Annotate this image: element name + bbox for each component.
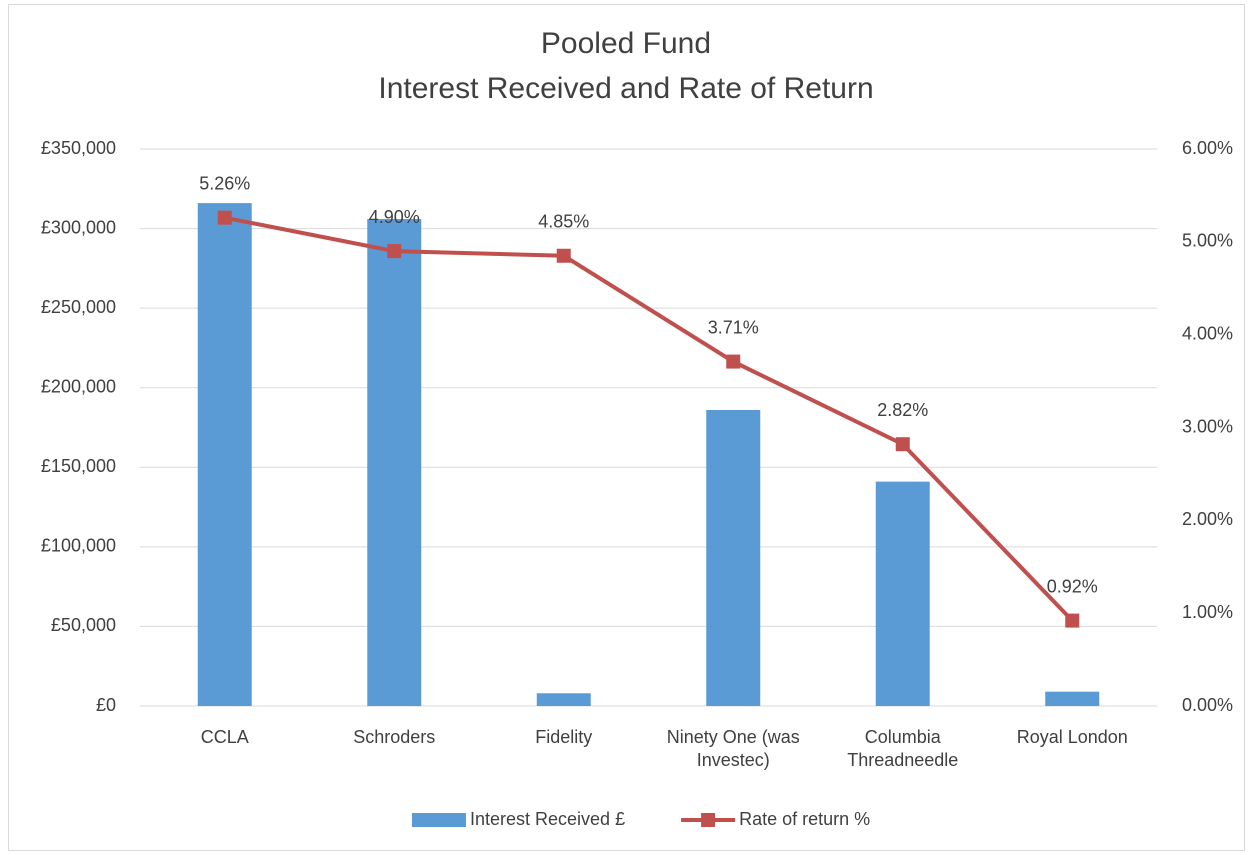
legend-label: Interest Received £ bbox=[470, 809, 625, 829]
y2-tick-label: 6.00% bbox=[1182, 138, 1233, 158]
data-label: 5.26% bbox=[199, 173, 250, 193]
y-tick-label: £350,000 bbox=[41, 138, 116, 158]
data-label: 0.92% bbox=[1047, 576, 1098, 596]
line-marker bbox=[217, 210, 232, 225]
bar bbox=[1045, 691, 1100, 706]
data-label: 2.82% bbox=[877, 400, 928, 420]
x-tick-label: Royal London bbox=[1016, 727, 1128, 747]
y2-tick-label: 4.00% bbox=[1182, 323, 1233, 343]
line-marker bbox=[726, 354, 741, 369]
line-marker bbox=[556, 248, 571, 263]
x-tick-label: Ninety One (was Investec) bbox=[666, 727, 800, 770]
y2-tick-label: 3.00% bbox=[1182, 416, 1233, 436]
data-label: 4.90% bbox=[369, 207, 420, 227]
line-marker bbox=[1065, 613, 1080, 628]
data-label: 3.71% bbox=[708, 317, 759, 337]
data-label: 4.85% bbox=[538, 212, 589, 232]
bar bbox=[197, 203, 252, 706]
y-tick-label: £50,000 bbox=[51, 615, 116, 635]
legend-swatch bbox=[701, 813, 716, 827]
bar bbox=[536, 693, 591, 706]
y-tick-label: £300,000 bbox=[41, 217, 116, 237]
y2-tick-label: 0.00% bbox=[1182, 695, 1233, 715]
y2-tick-label: 5.00% bbox=[1182, 231, 1233, 251]
line bbox=[224, 215, 1074, 622]
x-tick-label: CCLA bbox=[200, 727, 249, 747]
legend-label: Rate of return % bbox=[739, 809, 870, 829]
y-tick-label: £0 bbox=[96, 695, 116, 715]
bar bbox=[875, 481, 930, 706]
chart-title: Interest Received and Rate of Return bbox=[378, 72, 873, 105]
y2-tick-label: 2.00% bbox=[1182, 509, 1233, 529]
line-marker bbox=[387, 244, 402, 259]
x-tick-label: Schroders bbox=[353, 727, 436, 747]
x-tick-label: Columbia Threadneedle bbox=[847, 727, 959, 770]
chart-title: Pooled Fund bbox=[541, 27, 711, 60]
line-marker bbox=[895, 437, 910, 452]
y-tick-label: £100,000 bbox=[41, 536, 116, 556]
legend-swatch bbox=[412, 813, 466, 827]
y-tick-label: £250,000 bbox=[41, 297, 116, 317]
bar bbox=[706, 409, 761, 706]
bar bbox=[367, 219, 422, 706]
y-tick-label: £200,000 bbox=[41, 376, 116, 396]
x-tick-label: Fidelity bbox=[535, 727, 593, 747]
y2-tick-label: 1.00% bbox=[1182, 602, 1233, 622]
chart-border bbox=[8, 4, 1245, 851]
y-tick-label: £150,000 bbox=[41, 456, 116, 476]
